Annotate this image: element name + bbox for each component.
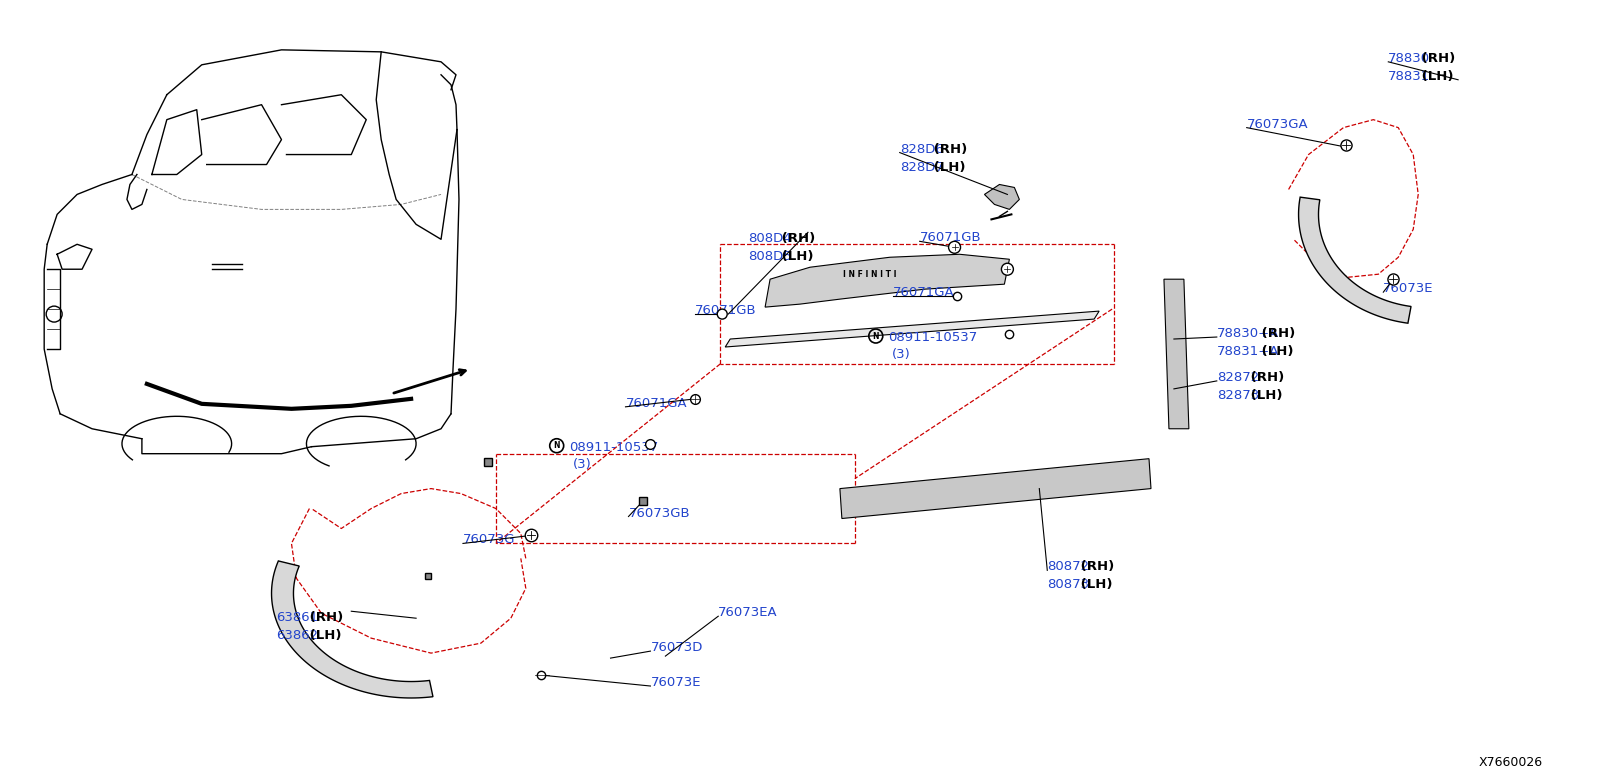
Text: 78831+A: 78831+A <box>1216 345 1278 358</box>
Text: 808D5: 808D5 <box>749 250 792 263</box>
Circle shape <box>949 242 960 253</box>
Text: (3): (3) <box>573 458 592 471</box>
Polygon shape <box>765 254 1010 307</box>
Text: 76071GB: 76071GB <box>920 232 981 244</box>
Text: N: N <box>872 331 878 340</box>
Text: 828D6: 828D6 <box>899 143 944 156</box>
Text: 76073EA: 76073EA <box>718 606 778 619</box>
Text: 76073GA: 76073GA <box>1246 117 1309 130</box>
Text: 76071GA: 76071GA <box>893 286 954 300</box>
Text: (3): (3) <box>891 348 910 361</box>
Text: (LH): (LH) <box>778 250 813 263</box>
Text: (LH): (LH) <box>1077 578 1112 591</box>
Text: (LH): (LH) <box>928 161 965 174</box>
Polygon shape <box>840 459 1150 519</box>
Text: 76073GB: 76073GB <box>629 506 690 520</box>
Polygon shape <box>272 561 434 698</box>
Text: 78830: 78830 <box>1389 52 1430 65</box>
Text: I N F I N I T I: I N F I N I T I <box>843 269 896 279</box>
Text: N: N <box>554 442 560 450</box>
Text: (LH): (LH) <box>1258 345 1294 358</box>
Text: 63862: 63862 <box>277 629 318 642</box>
Text: 63861: 63861 <box>277 611 318 625</box>
Polygon shape <box>984 185 1019 209</box>
Text: 828D7: 828D7 <box>899 161 944 174</box>
Text: 78831: 78831 <box>1389 69 1430 83</box>
Text: (RH): (RH) <box>1077 560 1115 574</box>
Text: 76073E: 76073E <box>651 676 701 689</box>
Text: 76071GA: 76071GA <box>626 397 686 410</box>
Text: 82872: 82872 <box>1216 371 1259 384</box>
Text: (LH): (LH) <box>306 629 342 642</box>
Text: (RH): (RH) <box>306 611 344 625</box>
Text: 78830+A: 78830+A <box>1216 327 1278 340</box>
Text: (RH): (RH) <box>928 143 966 156</box>
Text: (RH): (RH) <box>1246 371 1283 384</box>
Text: (LH): (LH) <box>1418 69 1454 83</box>
Polygon shape <box>1299 197 1411 323</box>
Text: 08911-10537: 08911-10537 <box>568 441 658 454</box>
Polygon shape <box>1163 279 1189 428</box>
Text: 82873: 82873 <box>1216 389 1259 402</box>
Text: 76073E: 76073E <box>1384 283 1434 295</box>
Text: (RH): (RH) <box>1418 52 1456 65</box>
Circle shape <box>1002 263 1013 275</box>
Text: (RH): (RH) <box>778 232 816 245</box>
Polygon shape <box>725 311 1099 347</box>
Text: (LH): (LH) <box>1246 389 1282 402</box>
Text: (RH): (RH) <box>1258 327 1296 340</box>
Text: 76071GB: 76071GB <box>696 304 757 317</box>
Text: 08911-10537: 08911-10537 <box>888 331 978 344</box>
Text: 808D4: 808D4 <box>749 232 792 245</box>
Text: 76073D: 76073D <box>651 642 702 654</box>
Text: 80872: 80872 <box>1048 560 1090 574</box>
Text: 80873: 80873 <box>1048 578 1090 591</box>
Text: X7660026: X7660026 <box>1478 756 1542 769</box>
Circle shape <box>717 309 728 319</box>
Text: 76073G: 76073G <box>462 533 515 547</box>
